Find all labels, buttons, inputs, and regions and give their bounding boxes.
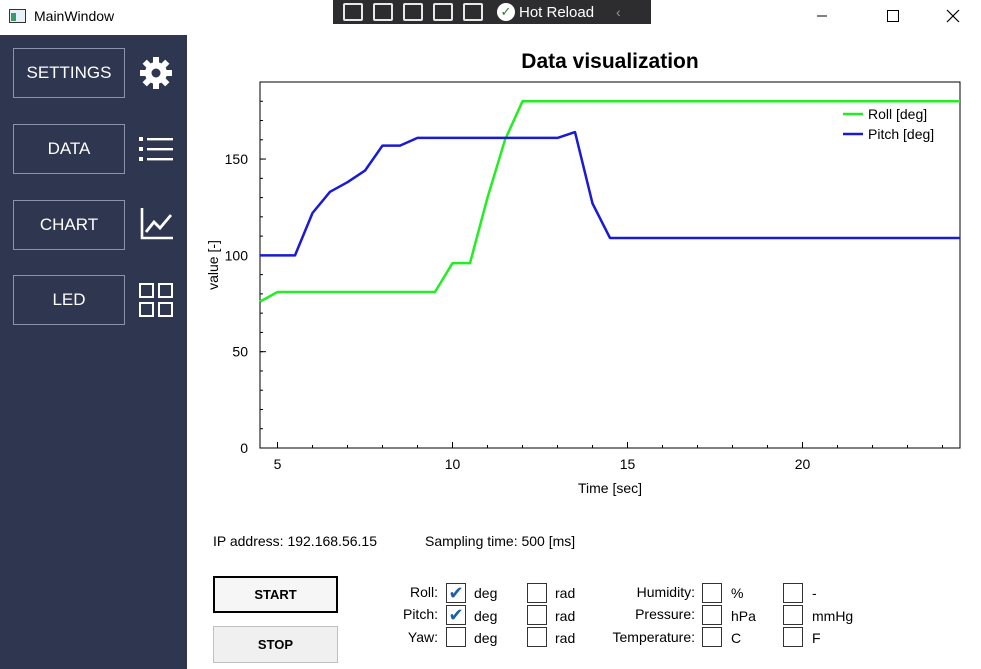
yaw-deg-unit: deg — [474, 630, 498, 646]
binding-failures-icon[interactable] — [463, 3, 483, 21]
roll-label: Roll: — [409, 584, 438, 600]
yaw-rad-checkbox[interactable] — [527, 627, 547, 647]
temperature-f-checkbox[interactable] — [783, 627, 803, 647]
legend-label: Pitch [deg] — [868, 126, 934, 142]
pressure-mmhg-checkbox[interactable] — [783, 605, 803, 625]
close-button[interactable] — [930, 0, 976, 32]
maximize-icon — [887, 10, 899, 22]
start-button[interactable]: START — [213, 576, 338, 613]
pitch-deg-unit: deg — [474, 608, 498, 624]
pressure-unit-2: mmHg — [812, 608, 854, 624]
sampling-time-unit: [ms] — [548, 533, 576, 549]
temperature-unit-1: C — [731, 630, 742, 646]
series-line-pitch — [260, 130, 960, 257]
settings-button[interactable]: SETTINGS — [13, 48, 125, 98]
humidity-unit-2: - — [812, 585, 817, 601]
chart-button[interactable]: CHART — [13, 200, 125, 250]
x-tick-label: 20 — [795, 456, 811, 472]
yaw-rad-unit: rad — [555, 630, 576, 646]
collapse-toolbar-icon[interactable]: ‹ — [616, 4, 621, 20]
humidity-label: Humidity: — [636, 584, 695, 600]
list-icon[interactable] — [138, 131, 174, 167]
line-chart-icon[interactable] — [138, 205, 174, 241]
humidity-fraction-checkbox[interactable] — [783, 583, 803, 603]
yaw-label: Yaw: — [407, 629, 438, 645]
temperature-label: Temperature: — [612, 629, 695, 645]
checkmark-icon: ✔ — [448, 605, 464, 625]
maximize-button[interactable] — [870, 0, 916, 32]
plot-frame — [259, 81, 961, 449]
y-tick-label: 100 — [225, 247, 249, 263]
xaml-debug-toolbar: ✓ Hot Reload ‹ — [333, 0, 651, 24]
ip-address-info: IP address: 192.168.56.15 — [213, 533, 377, 549]
y-tick-label: 150 — [225, 151, 249, 167]
pitch-rad-unit: rad — [555, 608, 576, 624]
series-line-roll — [259, 100, 960, 303]
chart-title: Data visualization — [521, 50, 699, 73]
data-button[interactable]: DATA — [13, 124, 125, 174]
data-chart: 5 10 15 20 0 50 100 150 Time [sec] value [-] Roll … — [205, 81, 961, 496]
led-button[interactable]: LED — [13, 275, 125, 325]
minimize-button[interactable] — [799, 0, 845, 32]
hot-reload-label: Hot Reload — [519, 3, 595, 21]
sidebar: SETTINGS DATA CHART LED — [0, 35, 187, 669]
y-axis-label: value [-] — [205, 240, 221, 290]
pitch-deg-checkbox[interactable]: ✔ — [446, 605, 466, 625]
sampling-time-value: 500 — [521, 533, 545, 549]
temperature-unit-2: F — [812, 630, 821, 646]
track-focus-icon[interactable] — [433, 3, 453, 21]
x-tick-label: 10 — [445, 456, 461, 472]
app-icon — [9, 9, 26, 23]
y-tick-label: 0 — [240, 440, 248, 456]
y-tick-label: 50 — [232, 344, 248, 360]
stop-button[interactable]: STOP — [213, 626, 338, 663]
select-element-icon[interactable] — [373, 3, 393, 21]
roll-deg-unit: deg — [474, 585, 498, 601]
sampling-time-label: Sampling time: — [425, 533, 518, 549]
pressure-hpa-checkbox[interactable] — [702, 605, 722, 625]
pressure-unit-1: hPa — [731, 608, 756, 624]
close-icon — [946, 9, 960, 23]
display-adorners-icon[interactable] — [403, 3, 423, 21]
pitch-label: Pitch: — [402, 606, 438, 622]
pitch-rad-checkbox[interactable] — [527, 605, 547, 625]
ip-address-value: 192.168.56.15 — [287, 533, 377, 549]
window-titlebar: MainWindow ✓ Hot Reload ‹ — [0, 0, 981, 35]
live-tree-icon[interactable] — [343, 3, 363, 21]
pressure-label: Pressure: — [635, 606, 695, 622]
check-circle-icon: ✓ — [497, 3, 515, 21]
sampling-time-info: Sampling time: 500 [ms] — [425, 533, 575, 549]
humidity-unit-1: % — [731, 585, 744, 601]
window-title: MainWindow — [34, 8, 115, 24]
roll-rad-checkbox[interactable] — [527, 583, 547, 603]
legend-label: Roll [deg] — [868, 106, 927, 122]
temperature-c-checkbox[interactable] — [702, 627, 722, 647]
checkmark-icon: ✔ — [448, 583, 464, 603]
ip-address-label: IP address: — [213, 533, 284, 549]
roll-deg-checkbox[interactable]: ✔ — [446, 583, 466, 603]
humidity-percent-checkbox[interactable] — [702, 583, 722, 603]
x-tick-label: 5 — [274, 456, 282, 472]
hot-reload-status[interactable]: ✓ Hot Reload — [497, 3, 594, 21]
x-tick-label: 15 — [620, 456, 636, 472]
roll-rad-unit: rad — [555, 585, 576, 601]
grid-icon[interactable] — [138, 282, 174, 318]
minimize-icon — [817, 15, 827, 17]
gear-icon[interactable] — [138, 55, 174, 91]
x-axis-label: Time [sec] — [578, 480, 642, 496]
yaw-deg-checkbox[interactable] — [446, 627, 466, 647]
